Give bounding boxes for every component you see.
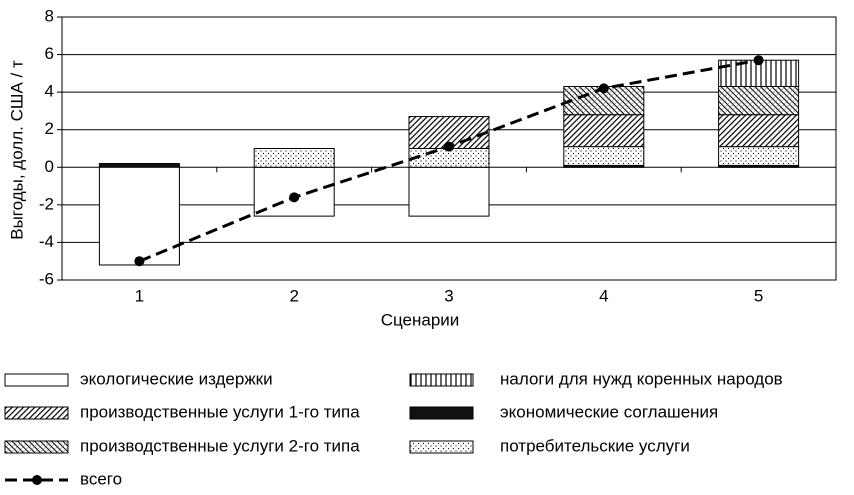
- legend-label: всего: [80, 469, 122, 488]
- legend-label: экономические соглашения: [500, 402, 718, 421]
- legend-swatch: [409, 373, 474, 387]
- bar-segment: [718, 114, 800, 148]
- bar-segment: [98, 163, 180, 168]
- total-marker: [444, 141, 454, 152]
- bar-segment: [253, 166, 335, 217]
- legend-label: производственные услуги 1-го типа: [80, 402, 360, 421]
- bar-segment: [718, 86, 800, 116]
- legend-label: производственные услуги 2-го типа: [80, 436, 360, 455]
- y-tick-label: 0: [45, 157, 54, 176]
- bar-segment: [718, 146, 800, 166]
- total-marker: [134, 256, 145, 267]
- y-tick-label: 2: [45, 119, 54, 138]
- legend-label: потребительские услуги: [500, 436, 690, 455]
- y-tick-label: 4: [45, 82, 54, 101]
- y-tick-label: -4: [39, 232, 54, 251]
- legend-swatch: [4, 373, 69, 387]
- total-marker: [753, 55, 764, 66]
- legend-marker: [32, 475, 42, 485]
- legend-swatch: [4, 406, 69, 420]
- y-tick-label: 8: [45, 6, 54, 25]
- y-tick-label: 6: [45, 44, 54, 63]
- legend-swatch: [409, 406, 474, 420]
- bar-segment: [563, 146, 645, 166]
- legend-label: налоги для нужд коренных народов: [500, 369, 783, 388]
- total-marker: [598, 83, 609, 94]
- legend-swatch: [4, 440, 69, 454]
- y-tick-label: -2: [39, 194, 54, 213]
- y-axis-label: Выгоды, долл. США / т: [7, 60, 26, 240]
- bar-segment: [253, 148, 335, 168]
- y-tick-label: -6: [39, 269, 54, 288]
- x-tick-label: 5: [754, 286, 763, 305]
- bar-segment: [408, 166, 490, 217]
- x-tick-label: 1: [135, 286, 144, 305]
- total-marker: [289, 192, 300, 203]
- x-tick-label: 4: [599, 286, 608, 305]
- x-tick-label: 2: [289, 286, 298, 305]
- bar-segment: [563, 114, 645, 148]
- x-axis-label: Сценарии: [381, 310, 460, 329]
- x-tick-label: 3: [444, 286, 453, 305]
- legend-swatch: [409, 440, 474, 454]
- legend-label: экологические издержки: [80, 369, 273, 388]
- bar-segment: [98, 166, 180, 266]
